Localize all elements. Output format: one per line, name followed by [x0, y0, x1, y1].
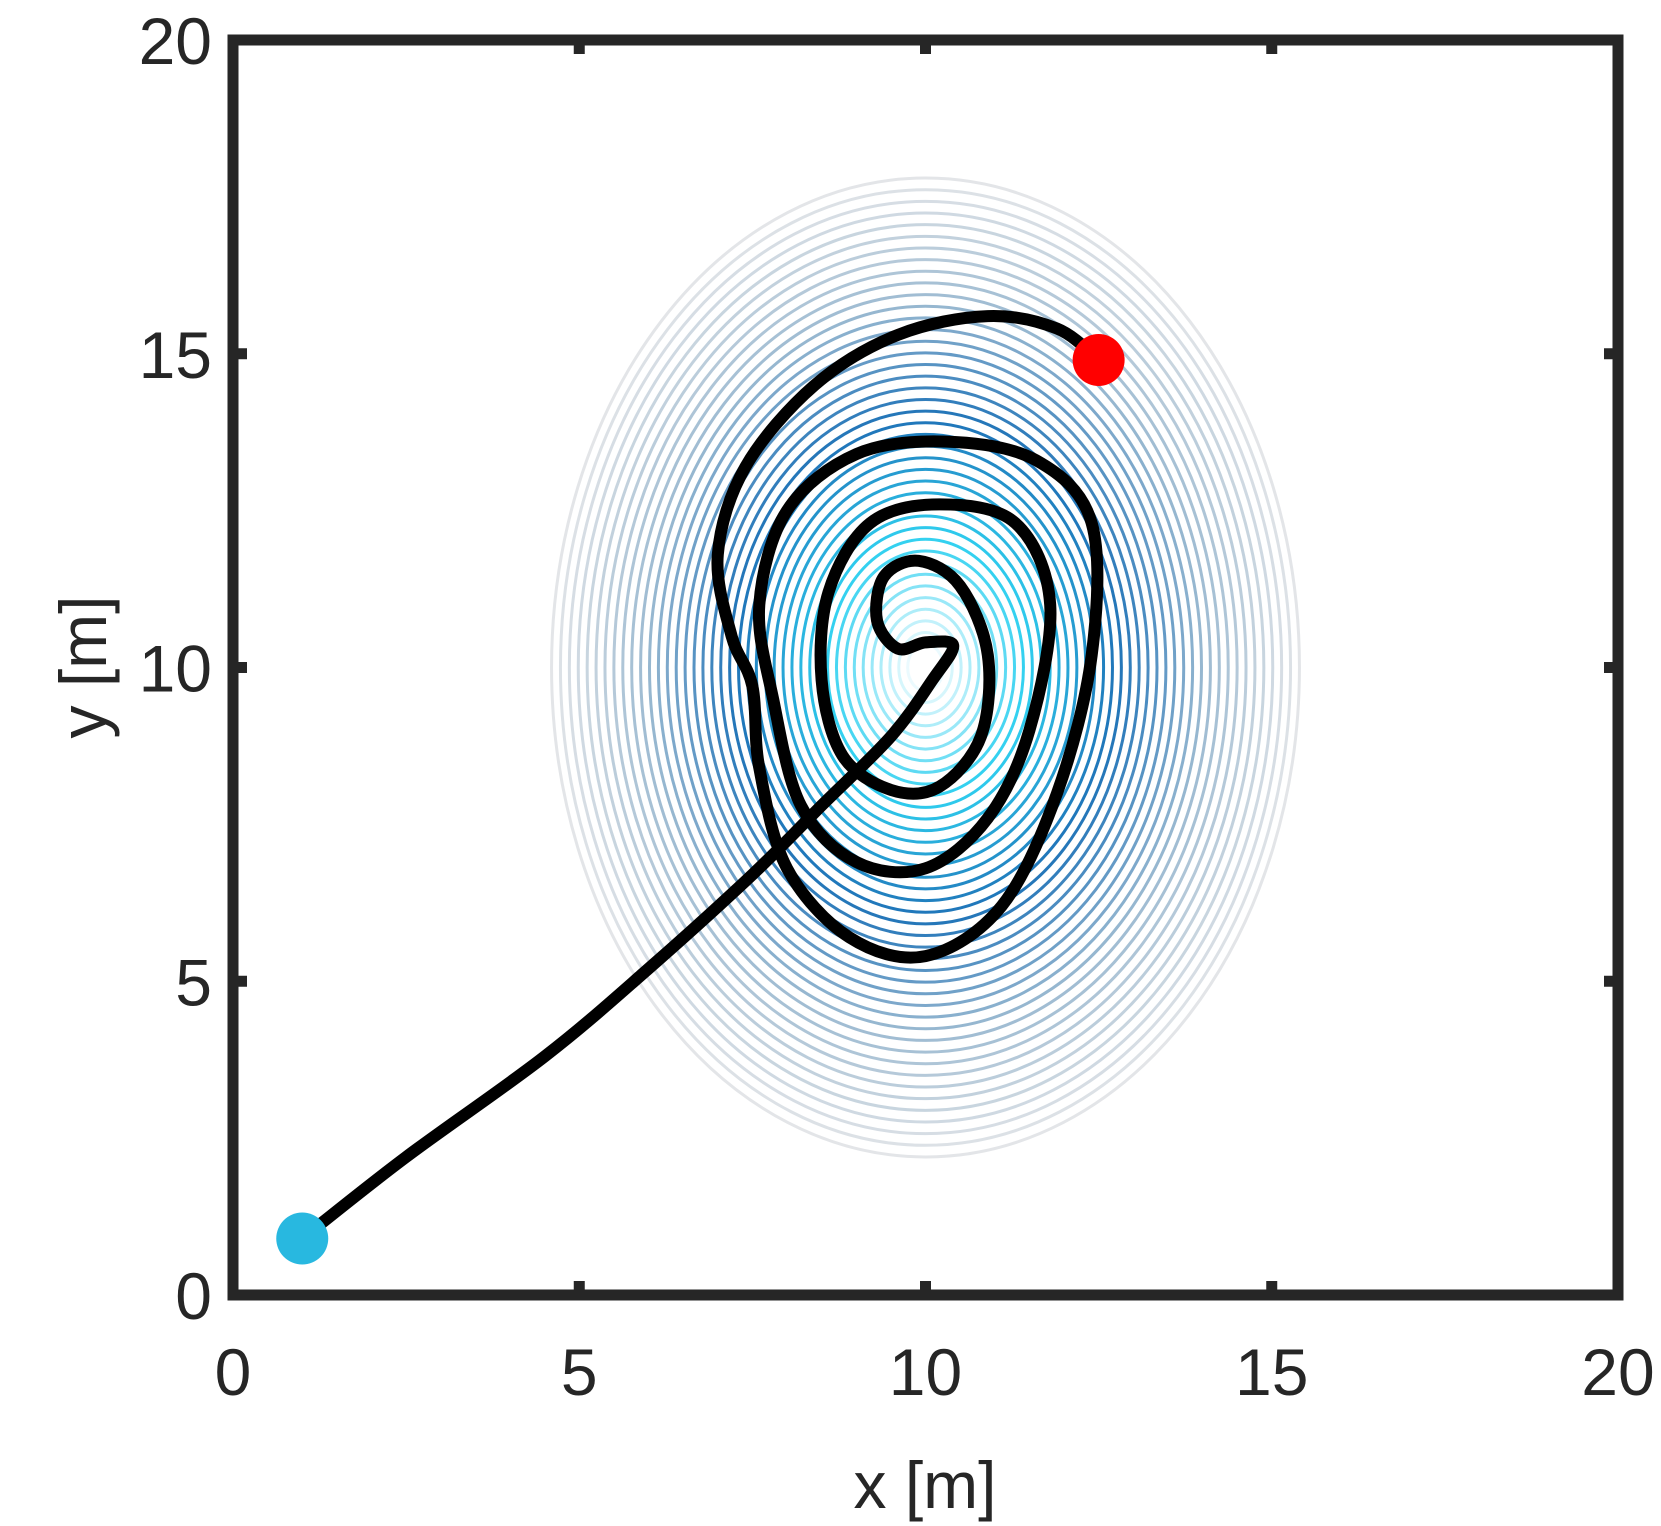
end-marker: [1072, 334, 1125, 387]
contour-line: [567, 199, 1284, 1136]
contour-line: [737, 421, 1114, 914]
contour-line: [576, 211, 1275, 1124]
x-tick-label: 20: [1581, 1335, 1654, 1409]
contour-line: [683, 351, 1168, 984]
x-tick-label: 0: [215, 1335, 252, 1409]
y-axis-label: y [m]: [46, 596, 120, 739]
contour-line: [834, 549, 1017, 786]
contour-line: [639, 293, 1212, 1042]
y-tick-label: 5: [175, 945, 212, 1019]
contour-line: [879, 607, 972, 728]
contour-line: [897, 631, 954, 704]
contour-line: [612, 258, 1239, 1077]
start-marker: [276, 1212, 329, 1265]
contour-line: [603, 246, 1248, 1089]
contour-line: [558, 188, 1293, 1147]
contour-line: [852, 572, 999, 763]
contour-line: [630, 281, 1221, 1054]
contour-line: [550, 176, 1301, 1159]
contour-line: [710, 386, 1141, 949]
y-tick-label: 15: [139, 318, 212, 392]
contour-line: [888, 619, 963, 716]
x-tick-label: 10: [889, 1335, 962, 1409]
contour-line: [790, 491, 1061, 844]
y-tick-label: 20: [139, 4, 212, 78]
tick-labels: 0 5 10 15 20 0 5 10 15 20: [139, 4, 1655, 1409]
plot-frame: [227, 34, 1624, 1301]
trajectory-layer: [276, 310, 1125, 1265]
contour-line: [719, 397, 1132, 938]
plot-background: [233, 40, 1618, 1295]
x-tick-label: 5: [561, 1335, 598, 1409]
contour-line: [656, 316, 1195, 1019]
contour-line: [621, 269, 1230, 1066]
contour-line: [728, 409, 1123, 926]
trajectory-line: [296, 310, 1105, 1245]
contour-line: [692, 363, 1159, 972]
contour-line: [585, 223, 1266, 1112]
x-axis-label: x [m]: [854, 1448, 997, 1522]
contour-line: [674, 339, 1177, 996]
contour-line: [647, 304, 1204, 1031]
y-tick-label: 10: [139, 632, 212, 706]
contour-line: [594, 234, 1257, 1101]
x-tick-label: 15: [1235, 1335, 1308, 1409]
contour-line: [870, 596, 981, 739]
y-tick-label: 0: [175, 1259, 212, 1333]
contour-line: [781, 479, 1070, 856]
